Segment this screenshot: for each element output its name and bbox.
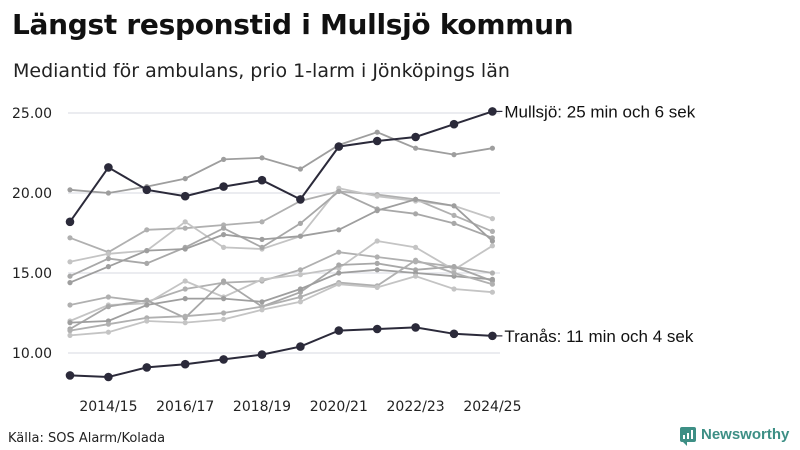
chart-subtitle: Mediantid för ambulans, prio 1-larm i Jö… <box>13 60 510 82</box>
series-kommun-i <box>67 267 495 326</box>
newsworthy-logo: Newsworthy <box>680 426 790 446</box>
y-tick-label: 25.00 <box>12 106 52 122</box>
x-tick-label: 2024/25 <box>463 399 521 415</box>
x-tick-label: 2022/23 <box>387 399 445 415</box>
y-tick-label: 20.00 <box>12 186 52 202</box>
x-tick-label: 2018/19 <box>233 399 291 415</box>
series-label: Mullsjö: 25 min och 6 sek <box>504 102 695 121</box>
series-tranås: Tranås: 11 min och 4 sek <box>65 323 694 382</box>
series-kommun-b <box>67 188 495 255</box>
series-kommun-a <box>67 129 495 196</box>
series-label: Tranås: 11 min och 4 sek <box>504 327 693 346</box>
y-tick-label: 15.00 <box>12 266 52 282</box>
series-kommun-k <box>67 273 495 338</box>
bar-chart-icon <box>680 427 696 446</box>
line-chart: 10.00 15.00 20.00 25.00 2014/15 2016/17 2018/1… <box>12 102 696 415</box>
brand-name: Newsworthy <box>701 426 790 443</box>
x-tick-label: 2020/21 <box>310 399 368 415</box>
series-mullsjö: Mullsjö: 25 min och 6 sek <box>65 102 696 227</box>
series-kommun-e <box>67 196 495 286</box>
y-tick-label: 10.00 <box>12 346 52 362</box>
chart-title: Längst responstid i Mullsjö kommun <box>12 8 574 41</box>
series-kommun-c <box>67 185 495 265</box>
source-note: Källa: SOS Alarm/Kolada <box>8 431 166 446</box>
x-tick-label: 2016/17 <box>156 399 214 415</box>
x-tick-label: 2014/15 <box>79 399 137 415</box>
series-kommun-d <box>67 188 495 279</box>
